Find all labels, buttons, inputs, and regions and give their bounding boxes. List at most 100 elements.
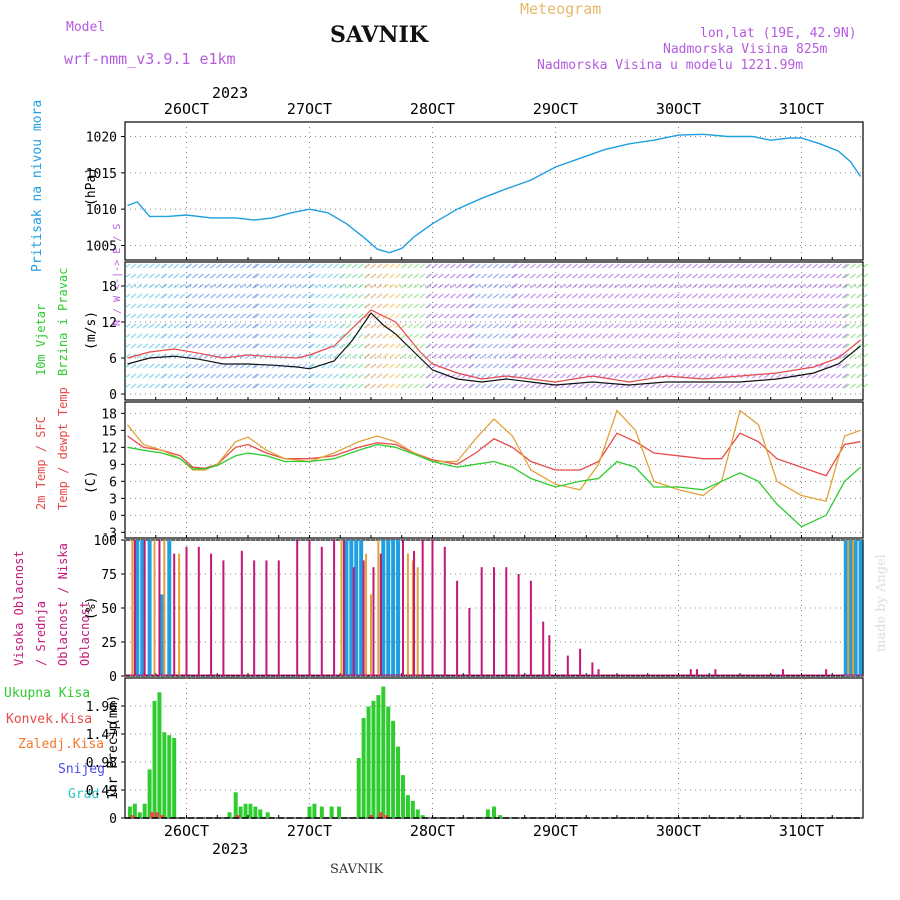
wind-barb xyxy=(382,333,389,339)
wind-barb xyxy=(806,343,812,349)
wind-barb xyxy=(644,323,650,329)
wind-barb xyxy=(590,383,596,389)
wind-barb xyxy=(467,353,474,359)
wind-barb xyxy=(413,283,420,289)
wind-barb xyxy=(234,283,240,289)
precip-bar-total xyxy=(396,746,401,818)
wind-barb xyxy=(351,283,358,289)
wind-barb xyxy=(394,373,401,379)
wind-barb xyxy=(620,343,626,349)
wind-barb xyxy=(259,313,266,319)
wind-barb xyxy=(124,283,131,289)
wind-barb xyxy=(806,333,812,339)
wind-barb xyxy=(154,293,161,299)
wind-barb xyxy=(370,363,377,369)
wind-barb xyxy=(327,383,333,389)
wind-barb xyxy=(542,283,548,289)
wind-barb xyxy=(794,353,800,359)
wind-barb xyxy=(716,303,722,309)
wind-barb xyxy=(746,333,752,339)
wind-barb xyxy=(136,283,143,289)
wind-barb xyxy=(487,313,493,319)
cloud-bar-2 xyxy=(185,546,188,676)
wind-barb xyxy=(746,323,752,329)
wind-barb xyxy=(265,273,272,279)
wind-barb xyxy=(455,343,462,349)
wind-barb xyxy=(764,283,770,289)
wind-barb xyxy=(370,283,377,289)
wind-barb xyxy=(818,343,824,349)
precip-bar-convective xyxy=(154,812,159,818)
wind-barb xyxy=(578,263,584,269)
wind-barb xyxy=(210,313,216,319)
wind-barb xyxy=(844,373,850,379)
wind-barb xyxy=(800,353,806,359)
wind-barb xyxy=(461,293,468,299)
wind-barb xyxy=(449,383,456,389)
wind-barb xyxy=(376,323,383,329)
wind-barb xyxy=(192,333,198,339)
wind-barb xyxy=(770,343,776,349)
wind-barb xyxy=(776,273,782,279)
wind-barb xyxy=(130,313,137,319)
wind-barb xyxy=(850,323,856,329)
wind-barb xyxy=(443,303,450,309)
wind-barb xyxy=(130,363,137,369)
wind-barb xyxy=(271,303,278,309)
wind-barb xyxy=(167,303,174,309)
wind-barb xyxy=(345,283,352,289)
wind-barb xyxy=(449,343,456,349)
wind-barb xyxy=(850,333,856,339)
wind-gust-line xyxy=(127,309,861,383)
wind-barb xyxy=(186,263,192,269)
cloud-bar-2 xyxy=(133,540,136,676)
wind-barb xyxy=(475,263,481,269)
wind-barb xyxy=(222,293,228,299)
wind-barb xyxy=(584,293,590,299)
wind-barb xyxy=(327,313,333,319)
wind-barb xyxy=(161,373,168,379)
wind-barb xyxy=(530,303,536,309)
wind-barb xyxy=(782,273,788,279)
x-day-label-top: 26OCT xyxy=(164,100,209,118)
wind-barb xyxy=(620,263,626,269)
wind-barb xyxy=(499,273,505,279)
wind-barb xyxy=(210,333,216,339)
coords-label: lon,lat (19E, 42.9N) xyxy=(700,26,857,41)
wind-barb xyxy=(130,333,137,339)
wind-barb xyxy=(548,273,554,279)
wind-barb xyxy=(560,273,566,279)
wind-barb xyxy=(222,353,228,359)
wind-barb xyxy=(413,313,420,319)
wind-barb xyxy=(674,273,680,279)
y-tick-label: 12 xyxy=(101,441,117,456)
cloud-bar-1 xyxy=(163,540,166,676)
wind-barb xyxy=(716,273,722,279)
wind-barb xyxy=(824,303,830,309)
wind-barb xyxy=(542,363,548,369)
wind-barb xyxy=(419,303,426,309)
wind-barb xyxy=(662,273,668,279)
wind-barb xyxy=(333,303,339,309)
wind-barb xyxy=(632,263,638,269)
wind-barb xyxy=(572,323,578,329)
wind-barb xyxy=(620,283,626,289)
wind-barb xyxy=(524,373,530,379)
wind-barb xyxy=(382,383,389,389)
cloud-bar-2 xyxy=(265,560,268,676)
wind-barb xyxy=(505,283,511,289)
wind-barb xyxy=(388,293,395,299)
wind-barb xyxy=(253,343,260,349)
wind-barb xyxy=(469,293,475,299)
wind-barb xyxy=(710,333,716,339)
wind-barb xyxy=(692,333,698,339)
wind-barb xyxy=(216,383,222,389)
wind-barb xyxy=(734,383,740,389)
wind-barb xyxy=(271,383,278,389)
wind-barb xyxy=(626,293,632,299)
precip-bar-total xyxy=(376,695,381,818)
cloud-bar-2 xyxy=(714,669,717,676)
cloud-bar-2 xyxy=(342,540,345,676)
cloud-bar-2 xyxy=(579,648,582,676)
wind-barb xyxy=(382,293,389,299)
